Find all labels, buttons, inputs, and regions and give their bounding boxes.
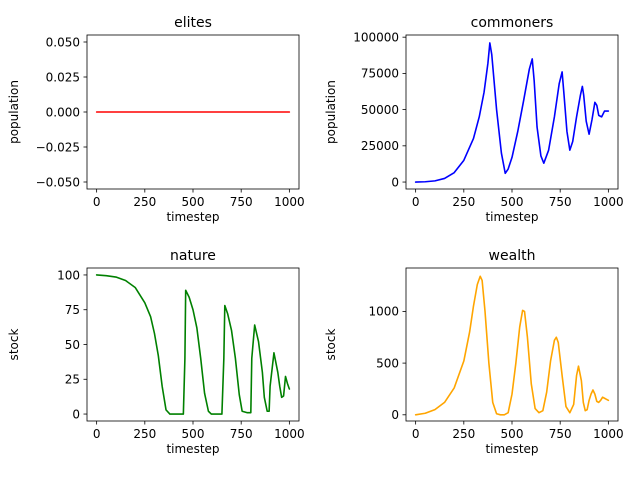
commoners-y-tick-label: 100000 [353, 30, 399, 44]
wealth-x-tick-label: 250 [452, 427, 475, 441]
wealth-x-tick-label: 1000 [593, 427, 624, 441]
nature-series-line [95, 274, 291, 415]
wealth-y-tick-label: 500 [376, 356, 399, 370]
commoners-x-tick-label: 1000 [593, 195, 624, 209]
wealth-x-tick-label: 500 [501, 427, 524, 441]
wealth-x-tick-label: 0 [412, 427, 420, 441]
commoners-y-tick-label: 75000 [361, 67, 399, 81]
commoners-axes-frame [405, 34, 619, 190]
nature-axes-frame [86, 267, 300, 422]
elites-x-tick-label: 1000 [274, 195, 305, 209]
elites-x-tick-label: 750 [230, 195, 253, 209]
wealth-y-axis-label: stock [324, 329, 338, 361]
nature-y-tick-label: 100 [57, 268, 80, 282]
nature-title: nature [170, 248, 216, 264]
nature-y-tick-label: 25 [65, 373, 80, 387]
wealth-series-line [414, 275, 610, 416]
commoners-x-tick-label: 500 [501, 195, 524, 209]
nature-x-axis-label: timestep [166, 442, 219, 456]
nature-y-tick-label: 0 [72, 407, 80, 421]
wealth-y-tick-label: 0 [391, 408, 399, 422]
elites-y-tick-label: 0.000 [46, 105, 80, 119]
commoners-y-tick-label: 0 [391, 175, 399, 189]
nature-y-tick-label: 75 [65, 303, 80, 317]
elites-y-tick-label: −0.025 [36, 140, 80, 154]
commoners-y-tick-label: 25000 [361, 139, 399, 153]
nature-x-tick-label: 250 [133, 427, 156, 441]
nature-x-tick-label: 750 [230, 427, 253, 441]
nature-y-tick-label: 50 [65, 338, 80, 352]
commoners-x-tick-label: 250 [452, 195, 475, 209]
elites-x-tick-label: 250 [133, 195, 156, 209]
commoners-series-line [414, 42, 610, 183]
commoners-panel: 0 250 500 750 1000 0 25000 50000 75000 100000 comm… [324, 15, 624, 224]
elites-y-tick-label: 0.050 [46, 35, 80, 49]
wealth-title: wealth [489, 248, 536, 264]
wealth-x-axis-label: timestep [485, 442, 538, 456]
wealth-panel: 0 250 500 750 1000 0 500 1000 wealth timestep stoc… [324, 248, 624, 456]
nature-x-tick-label: 1000 [274, 427, 305, 441]
wealth-y-tick-label: 1000 [368, 305, 399, 319]
commoners-x-tick-label: 0 [412, 195, 420, 209]
elites-title: elites [174, 15, 212, 31]
elites-y-tick-label: −0.050 [36, 175, 80, 189]
elites-x-tick-label: 500 [182, 195, 205, 209]
commoners-y-axis-label: population [324, 80, 338, 144]
elites-y-tick-label: 0.025 [46, 70, 80, 84]
elites-x-tick-label: 0 [93, 195, 101, 209]
nature-panel: 0 250 500 750 1000 0 25 50 75 100 nature timestep st… [7, 248, 305, 456]
nature-x-tick-label: 0 [93, 427, 101, 441]
elites-panel: 0 250 500 750 1000 −0.050 −0.025 0.000 0.025 0.05… [7, 15, 305, 224]
commoners-x-axis-label: timestep [485, 210, 538, 224]
commoners-y-tick-label: 50000 [361, 103, 399, 117]
commoners-title: commoners [471, 15, 554, 31]
commoners-x-tick-label: 750 [549, 195, 572, 209]
elites-x-axis-label: timestep [166, 210, 219, 224]
nature-x-tick-label: 500 [182, 427, 205, 441]
elites-y-axis-label: population [7, 80, 21, 144]
nature-y-axis-label: stock [7, 329, 21, 361]
wealth-x-tick-label: 750 [549, 427, 572, 441]
